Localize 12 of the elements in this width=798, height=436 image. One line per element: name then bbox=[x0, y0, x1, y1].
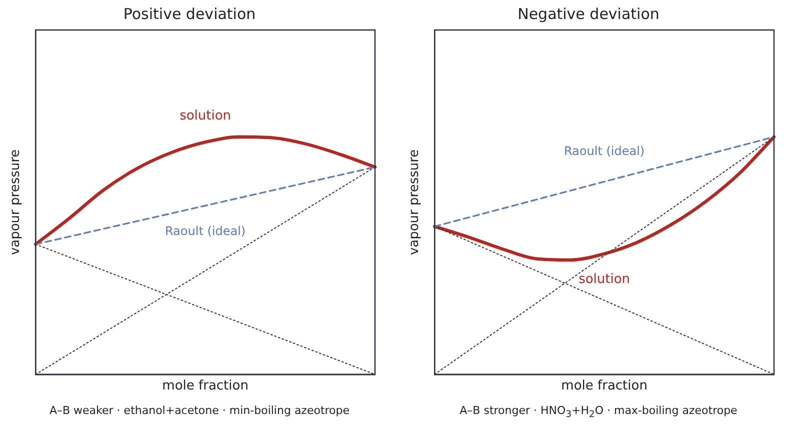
y-axis-title: vapour pressure bbox=[8, 149, 24, 256]
series-label: Raoult (ideal) bbox=[164, 224, 246, 238]
chart-title: Negative deviation bbox=[518, 4, 660, 23]
series-label: solution bbox=[180, 108, 232, 124]
series-label: solution bbox=[578, 272, 630, 288]
series-label: Raoult (ideal) bbox=[564, 144, 645, 158]
text: A–B weaker · ethanol+acetone · min-boiling azeotrope bbox=[48, 404, 351, 417]
x-axis-title: mole fraction bbox=[561, 378, 648, 394]
text: A–B stronger · HNO$_{3}$+H$_{2}$O · max-boiling azeotrope bbox=[458, 404, 738, 420]
chart-title: Positive deviation bbox=[123, 4, 256, 23]
y-axis-title: vapour pressure bbox=[407, 149, 422, 256]
x-axis-title: mole fraction bbox=[162, 378, 248, 394]
